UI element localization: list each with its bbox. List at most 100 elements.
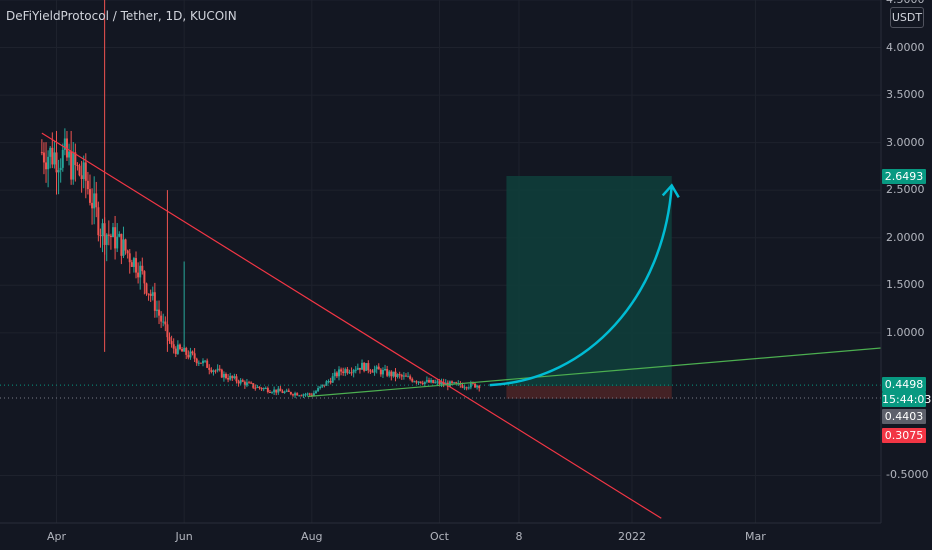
candle-body [225, 373, 228, 378]
candle-body [331, 376, 334, 383]
candle-body [434, 382, 437, 384]
candle-body [128, 253, 131, 263]
candle-body [141, 265, 144, 272]
candle-body [281, 391, 284, 393]
candle-body [375, 366, 378, 370]
candle-body [354, 369, 357, 371]
candle-body [132, 258, 135, 267]
projection-arrowhead [661, 183, 680, 199]
candle-body [206, 360, 209, 368]
candle-body [65, 138, 68, 158]
candle-body [386, 369, 389, 376]
candle-body [348, 372, 351, 374]
candle-body [193, 353, 196, 359]
candle-body [392, 371, 395, 377]
candle-body [314, 391, 317, 394]
candle-body [172, 344, 175, 349]
candle-body [340, 369, 343, 372]
candle-body [373, 369, 376, 373]
candle-body [118, 233, 121, 237]
candle-body [227, 377, 230, 380]
candle-body [176, 344, 179, 354]
candle-body [99, 235, 102, 237]
candle-body [45, 162, 48, 170]
candle-body [235, 376, 238, 382]
candle-body [214, 370, 217, 372]
candle-body [463, 387, 466, 389]
candle-body [361, 362, 364, 370]
candle-body [241, 380, 244, 382]
candle-body [239, 380, 242, 384]
candle-body [199, 362, 202, 364]
downtrend-line [41, 132, 662, 519]
candle-body [220, 369, 223, 378]
candle-body [191, 351, 194, 354]
candle-body [271, 392, 274, 394]
candle-body [308, 393, 311, 395]
candle-body [369, 370, 372, 372]
candle-body [47, 156, 50, 170]
candle-body [381, 370, 384, 375]
candle-body [423, 381, 426, 385]
candle-body [174, 348, 177, 354]
candle-body [474, 383, 477, 388]
candle-body [407, 376, 410, 378]
support-line [307, 347, 882, 398]
candle-body [413, 381, 416, 383]
candle-body [78, 165, 81, 176]
candle-body [149, 293, 152, 296]
candle-body [419, 381, 422, 384]
time-tick-label: Oct [429, 530, 449, 543]
candle-body [80, 175, 83, 180]
candle-body [168, 337, 171, 342]
drawing-overlays [0, 132, 882, 519]
candle-body [145, 283, 148, 294]
candle-body [273, 389, 276, 393]
candle-body [367, 363, 370, 371]
candle-body [415, 381, 418, 383]
candle-body [245, 382, 248, 386]
candle-body [396, 374, 399, 377]
candle-body [425, 380, 428, 382]
candle-body [291, 394, 294, 396]
price-tick-label: 4.5000 [886, 0, 925, 6]
candle-body [153, 292, 156, 311]
candle-body [335, 372, 338, 377]
candle-body [469, 382, 472, 388]
candle-body [478, 385, 481, 389]
candle-body [178, 344, 181, 349]
candle-body [476, 385, 479, 388]
candle-body [455, 382, 458, 384]
candle-body [139, 265, 142, 278]
candle-body [317, 388, 320, 392]
candle-body [417, 381, 420, 383]
currency-unit-button[interactable]: USDT [890, 7, 924, 28]
candle-body [72, 152, 75, 180]
candle-body [243, 381, 246, 386]
candle-body [57, 170, 60, 173]
candle-body [319, 386, 322, 389]
candle-body [275, 389, 278, 393]
price-tick-label: 2.5000 [886, 183, 925, 197]
candle-body [390, 371, 393, 377]
candle-body [155, 309, 158, 311]
candle-body [59, 167, 62, 171]
candle-body [197, 362, 200, 364]
candle-body [137, 272, 140, 278]
candle-body [116, 236, 119, 249]
candle-body [101, 223, 104, 237]
candle-body [409, 376, 412, 379]
time-tick-label: 2022 [617, 530, 646, 543]
candle-body [268, 392, 271, 394]
candle-body [195, 358, 198, 364]
axis-corner [882, 523, 932, 550]
candle-body [294, 393, 297, 396]
candle-body [258, 386, 261, 388]
candle-body [377, 366, 380, 370]
candle-body [262, 388, 265, 390]
candle-body [53, 152, 56, 165]
candle-body [55, 152, 58, 173]
candle-body [204, 360, 207, 362]
candle-body [63, 138, 66, 150]
